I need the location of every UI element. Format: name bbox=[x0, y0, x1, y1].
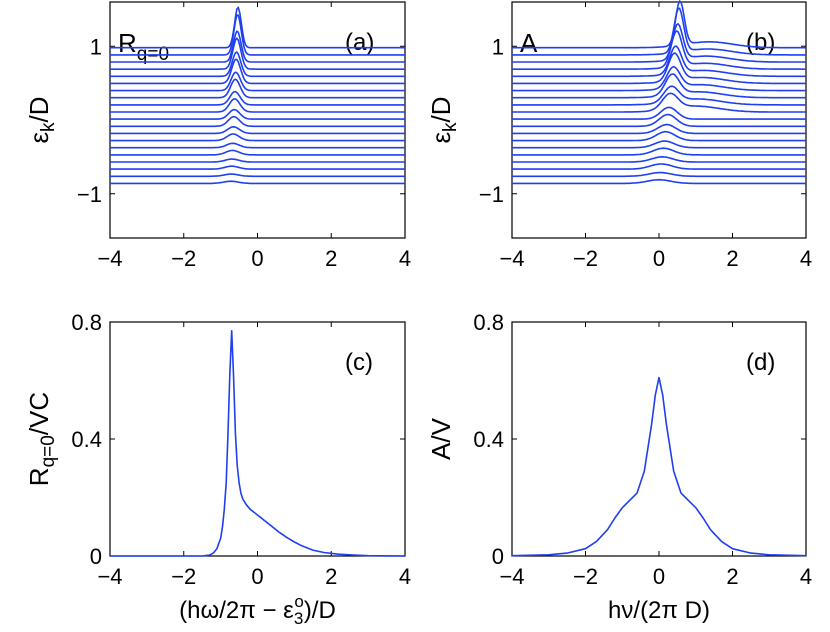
x-tick-label: 0 bbox=[251, 564, 263, 589]
x-tick-label: 4 bbox=[800, 564, 812, 589]
waterfall-line bbox=[512, 52, 806, 85]
waterfall-line bbox=[110, 51, 405, 78]
x-tick-label: −4 bbox=[499, 246, 524, 271]
waterfall-line bbox=[110, 165, 405, 170]
waterfall-line bbox=[512, 0, 806, 49]
waterfall-line bbox=[512, 130, 806, 142]
panel-annotation: (d) bbox=[746, 349, 775, 376]
series-line-r-q-0 bbox=[110, 330, 406, 557]
y-tick-label: 0.8 bbox=[473, 310, 504, 335]
x-tick-label: 2 bbox=[726, 246, 738, 271]
waterfall-line bbox=[512, 156, 806, 163]
waterfall-line bbox=[512, 123, 806, 135]
x-axis-label: (hω/2π − ε3o)/D bbox=[179, 592, 336, 628]
waterfall-line bbox=[512, 113, 806, 128]
waterfall-line bbox=[110, 78, 405, 99]
y-tick-label: 0.4 bbox=[71, 427, 102, 452]
waterfall-line bbox=[512, 147, 806, 156]
y-axis-label: Rq=0/VC bbox=[24, 392, 59, 486]
waterfall-line bbox=[512, 23, 806, 63]
x-tick-label: 0 bbox=[653, 564, 665, 589]
x-tick-label: −2 bbox=[573, 246, 598, 271]
panel-annotation: (a) bbox=[345, 29, 374, 56]
x-tick-label: 2 bbox=[325, 564, 337, 589]
waterfall-line bbox=[512, 92, 806, 113]
waterfall-line bbox=[512, 30, 806, 70]
waterfall-line bbox=[512, 73, 806, 99]
y-axis-label: εk/D bbox=[24, 96, 59, 143]
x-tick-label: −4 bbox=[499, 564, 524, 589]
y-tick-label: 0.8 bbox=[71, 310, 102, 335]
panel-annotation: (b) bbox=[746, 29, 775, 56]
x-tick-label: −2 bbox=[573, 564, 598, 589]
y-tick-label: 1 bbox=[90, 34, 102, 59]
y-tick-label: 0 bbox=[90, 544, 102, 569]
waterfall-line bbox=[110, 58, 405, 85]
y-tick-label: −1 bbox=[479, 182, 504, 207]
x-axis-label: hν/(2π D) bbox=[608, 597, 710, 624]
waterfall-line bbox=[512, 140, 806, 149]
waterfall-line bbox=[110, 71, 405, 92]
waterfall-line bbox=[110, 98, 405, 113]
x-tick-label: 2 bbox=[726, 564, 738, 589]
x-tick-label: 2 bbox=[325, 246, 337, 271]
waterfall-line bbox=[110, 108, 405, 120]
y-axis-label: εk/D bbox=[426, 96, 461, 143]
x-tick-label: −2 bbox=[171, 564, 196, 589]
waterfall-line bbox=[110, 142, 405, 149]
y-tick-label: 0.4 bbox=[473, 427, 504, 452]
waterfall-line bbox=[512, 171, 806, 178]
y-tick-label: 0 bbox=[492, 544, 504, 569]
panel-a: −4 −2 0 2 4 −1 1 (a) εk/D Rq=0 bbox=[24, 1, 411, 271]
waterfall-line bbox=[110, 149, 405, 156]
waterfall-line bbox=[110, 37, 405, 70]
x-tick-label: 4 bbox=[399, 564, 411, 589]
waterfall-line bbox=[110, 30, 405, 63]
x-tick-label: −4 bbox=[97, 246, 122, 271]
panel-annotation: (c) bbox=[345, 349, 373, 376]
waterfall-line bbox=[110, 133, 405, 142]
waterfall-line bbox=[110, 6, 405, 49]
panel-c: −4 −2 0 2 4 0 0.4 0.8 (c) Rq=0/VC (hω/2π − ε3o)/D bbox=[24, 310, 411, 628]
x-tick-label: 0 bbox=[653, 246, 665, 271]
x-tick-label: 4 bbox=[800, 246, 812, 271]
series-line-a bbox=[511, 376, 807, 557]
x-tick-label: 4 bbox=[399, 246, 411, 271]
waterfall-line bbox=[512, 85, 806, 106]
x-tick-label: 0 bbox=[251, 246, 263, 271]
waterfall-line bbox=[110, 180, 405, 185]
waterfall-line bbox=[110, 126, 405, 135]
x-tick-label: −2 bbox=[171, 246, 196, 271]
panel-d: −4 −2 0 2 4 0 0.4 0.8 (d) A/V hν/(2π D) bbox=[426, 310, 812, 624]
waterfall-line bbox=[512, 7, 806, 56]
y-axis-label: A/V bbox=[426, 417, 456, 460]
waterfall-line bbox=[110, 158, 405, 163]
waterfall-line bbox=[512, 106, 806, 120]
plot-label: Rq=0 bbox=[118, 28, 169, 65]
x-tick-label: −4 bbox=[97, 564, 122, 589]
y-tick-label: 1 bbox=[492, 34, 504, 59]
waterfall-line bbox=[110, 173, 405, 178]
waterfall-line bbox=[512, 45, 806, 78]
waterfall-line bbox=[512, 178, 806, 185]
waterfall-line bbox=[512, 66, 806, 92]
y-tick-label: −1 bbox=[77, 182, 102, 207]
waterfall-line bbox=[110, 14, 405, 56]
waterfall-line bbox=[110, 90, 405, 106]
plot-label: A bbox=[520, 28, 538, 58]
waterfall-line bbox=[512, 163, 806, 170]
waterfall-line bbox=[110, 115, 405, 128]
panel-b: −4 −2 0 2 4 −1 1 (b) εk/D A bbox=[426, 0, 812, 271]
